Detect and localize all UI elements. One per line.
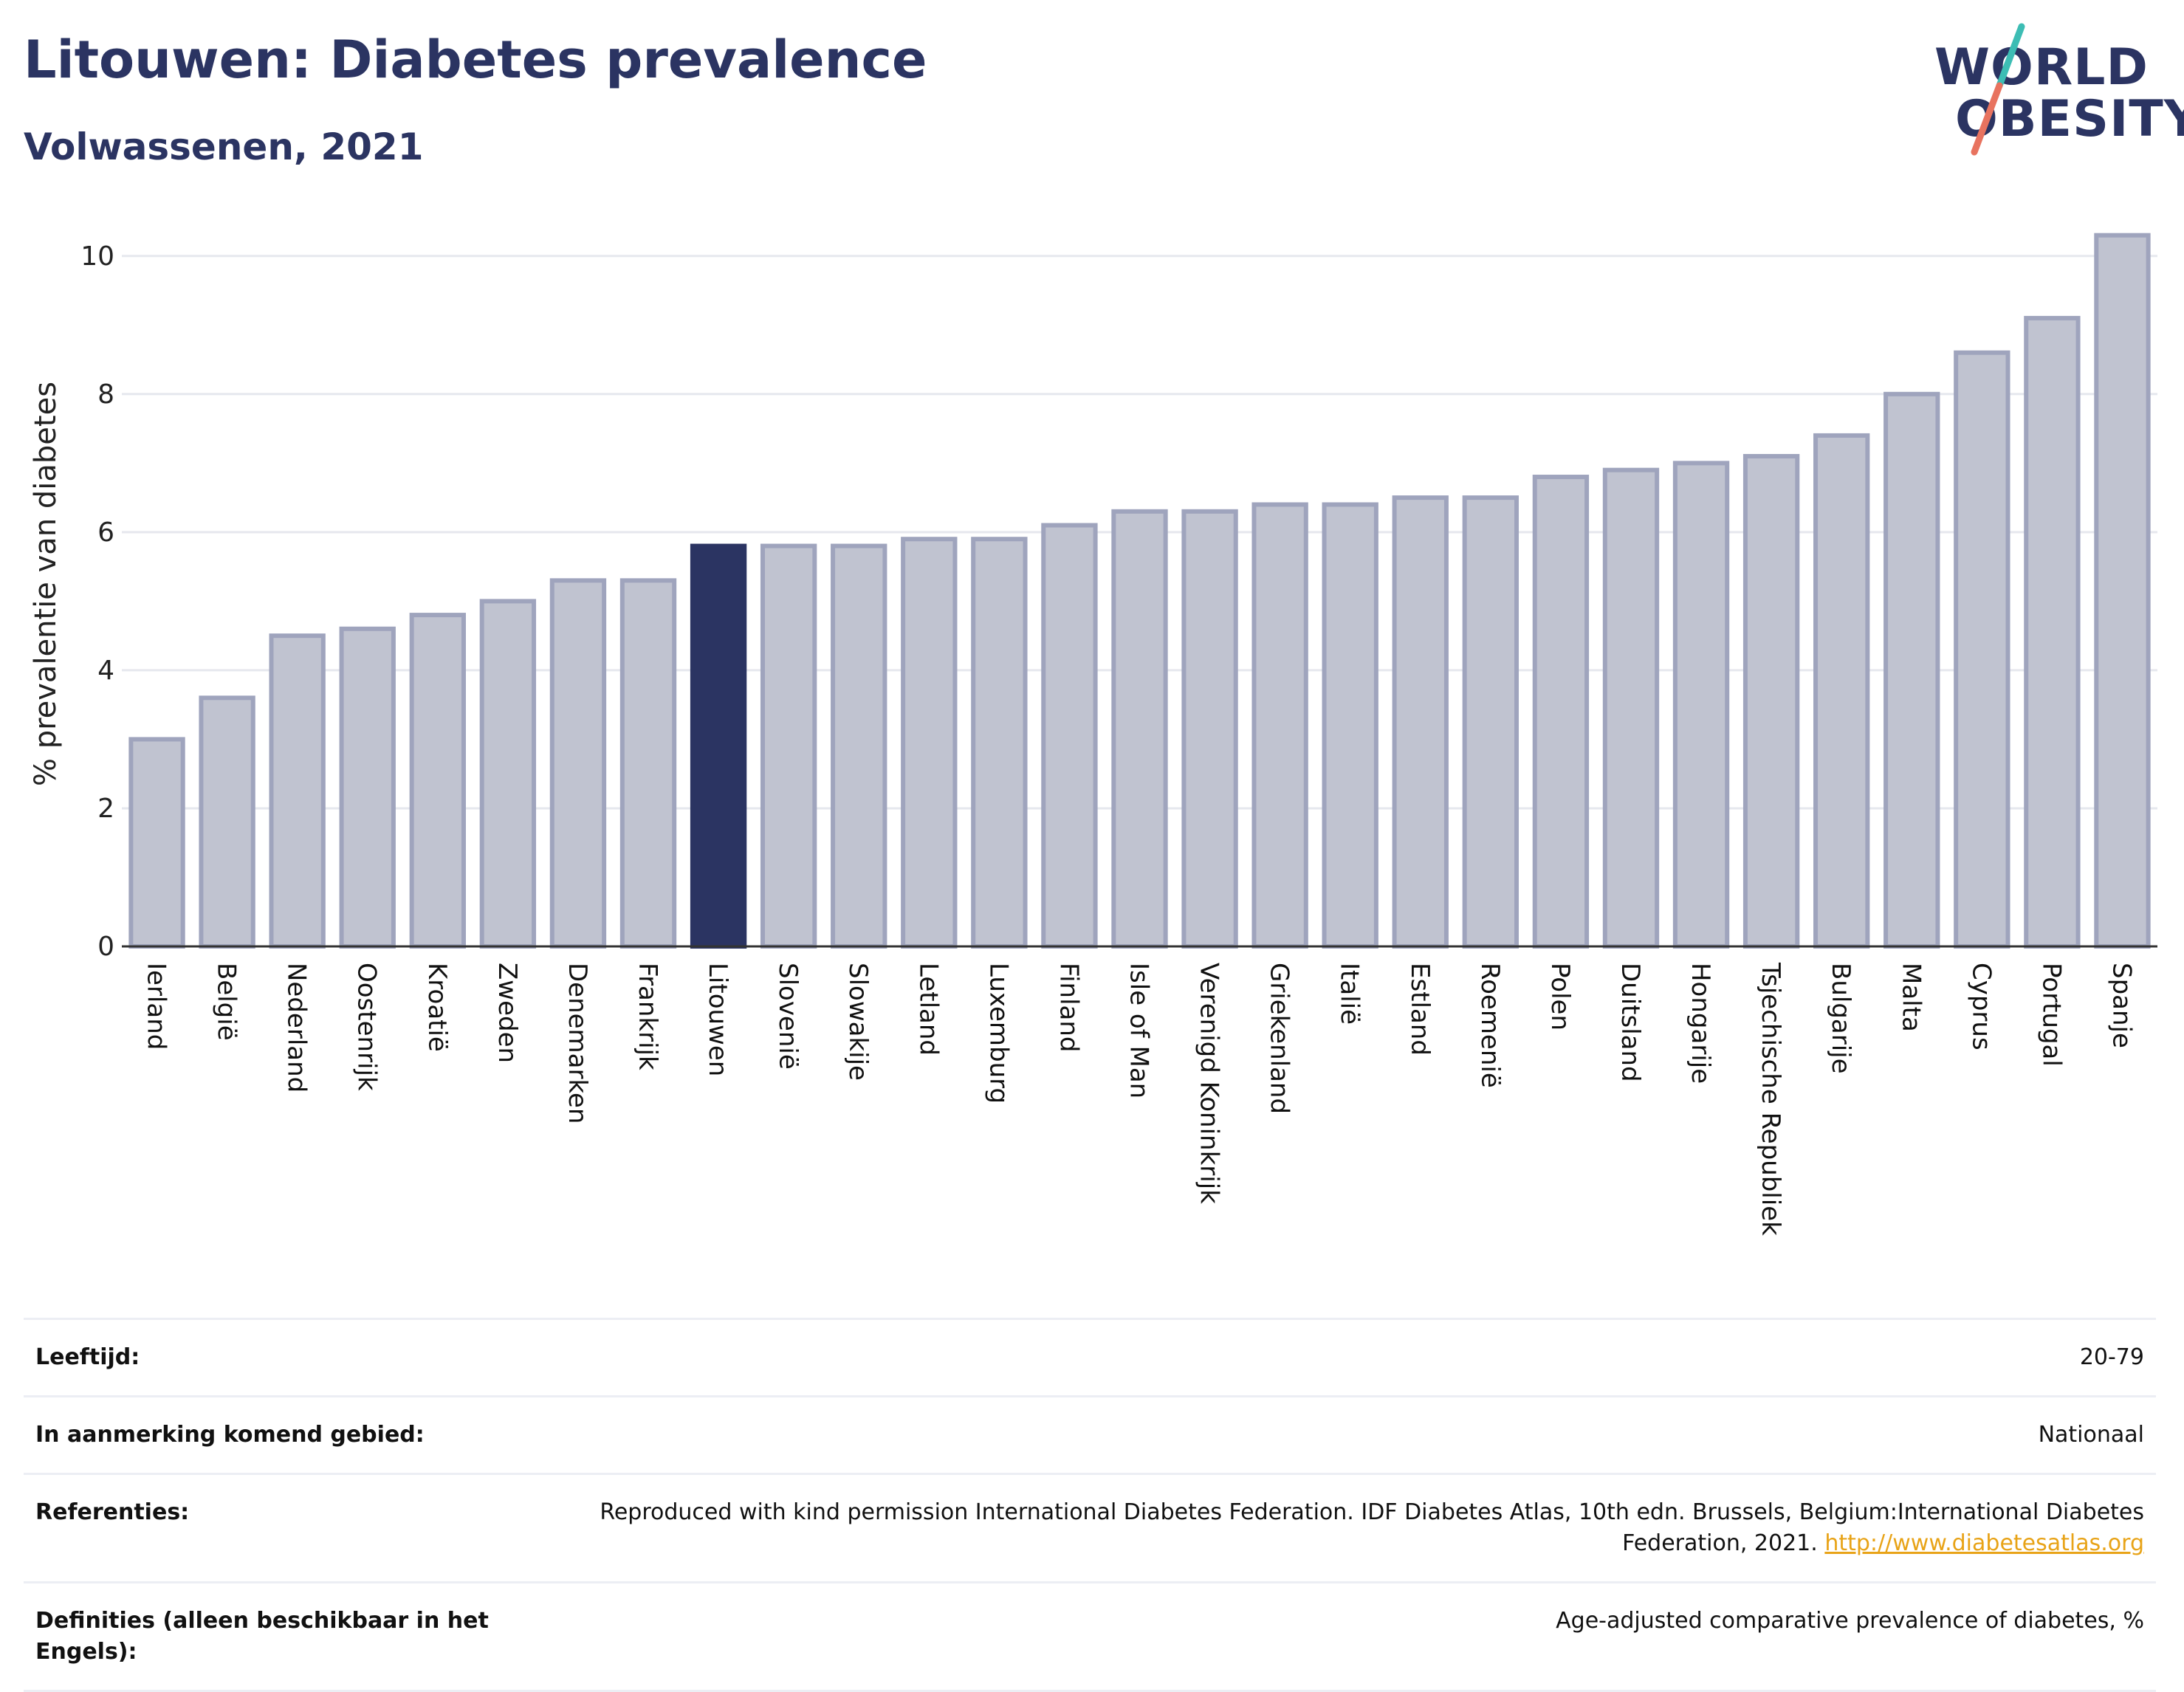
x-tick-label: Cyprus: [1966, 963, 1996, 1050]
logo-slash-icon: [1971, 23, 2025, 156]
y-tick-label: 0: [97, 932, 114, 962]
y-tick-label: 4: [97, 656, 114, 686]
bar: [1742, 453, 1800, 949]
x-tick-label: Polen: [1545, 963, 1575, 1031]
y-tick-labels: 0 2 4 6 8 10: [80, 241, 114, 962]
bar: [1181, 509, 1238, 949]
bar: [1392, 495, 1449, 949]
x-tick-label: Frankrijk: [633, 963, 662, 1070]
bar: [1251, 502, 1308, 949]
bar: [971, 537, 1028, 949]
references-link[interactable]: http://www.diabetesatlas.org: [1824, 1530, 2144, 1556]
references-label: Referenties:: [35, 1499, 190, 1525]
bar: [1602, 467, 1660, 949]
world-obesity-logo: WORLD OBESITY: [1920, 22, 2184, 162]
bars: [128, 233, 2151, 949]
y-axis-title: % prevalentie van diabetes: [29, 382, 63, 786]
x-tick-label: Verenigd Koninkrijk: [1195, 963, 1224, 1204]
y-tick-label: 2: [97, 794, 114, 824]
bar: [1532, 475, 1590, 949]
info-table: Leeftijd: 20-79 In aanmerking komend geb…: [24, 1318, 2156, 1692]
bar: [549, 578, 607, 949]
references-text: Reproduced with kind permission Internat…: [600, 1499, 2144, 1556]
x-tick-label: Bulgarije: [1826, 963, 1855, 1074]
info-row-age: Leeftijd: 20-79: [24, 1318, 2156, 1395]
bar: [199, 695, 255, 949]
page-title: Litouwen: Diabetes prevalence: [24, 30, 927, 90]
area-label: In aanmerking komend gebied:: [35, 1422, 425, 1448]
bar: [1041, 523, 1098, 949]
age-value: 20-79: [2079, 1344, 2144, 1370]
bar: [1672, 461, 1730, 949]
definitions-label: Definities (alleen beschikbaar in het En…: [35, 1608, 489, 1665]
category-labels: Ierland België Nederland Oostenrijk Kroatië Z…: [142, 962, 2137, 1236]
x-tick-label: Duitsland: [1615, 963, 1645, 1082]
bar: [128, 737, 185, 949]
x-tick-label: België: [212, 963, 241, 1041]
y-tick-label: 10: [80, 241, 114, 272]
x-tick-label: Finland: [1054, 963, 1083, 1053]
x-tick-label: Isle of Man: [1124, 963, 1154, 1098]
info-row-area: In aanmerking komend gebied: Nationaal: [24, 1395, 2156, 1473]
bar: [409, 613, 466, 949]
bar: [1954, 350, 2010, 949]
bar: [619, 578, 677, 949]
bar: [831, 543, 887, 949]
x-tick-label: Portugal: [2036, 963, 2066, 1067]
x-tick-label: Luxemburg: [983, 963, 1013, 1104]
x-tick-label: Denemarken: [563, 963, 592, 1124]
bar: [1883, 391, 1940, 949]
bar: [269, 633, 326, 949]
bar: [339, 626, 396, 949]
area-value: Nationaal: [2038, 1422, 2144, 1448]
x-tick-label: Estland: [1405, 963, 1435, 1056]
x-tick-label: Slowakije: [843, 963, 873, 1081]
info-row-references: Referenties: Reproduced with kind permis…: [24, 1473, 2156, 1581]
references-value: Reproduced with kind permission Internat…: [535, 1497, 2144, 1559]
x-tick-label: Hongarije: [1686, 963, 1715, 1084]
logo-text-world: WORLD: [1934, 38, 2149, 97]
x-tick-label: Zweden: [492, 963, 522, 1063]
bar: [1462, 495, 1519, 949]
x-tick-label: Letland: [913, 963, 943, 1056]
x-tick-label: Kroatië: [422, 963, 452, 1052]
x-tick-label: Malta: [1896, 963, 1926, 1032]
x-tick-label: Griekenland: [1265, 963, 1294, 1114]
x-tick-label: Italië: [1335, 963, 1364, 1025]
x-tick-label: Ierland: [142, 963, 171, 1050]
bar-highlight: [690, 543, 747, 949]
x-tick-label: Litouwen: [703, 963, 732, 1076]
bar: [2024, 315, 2081, 949]
bar: [760, 543, 817, 949]
x-tick-label: Nederland: [282, 963, 312, 1093]
bar: [2094, 233, 2151, 949]
bar: [1813, 433, 1870, 949]
bar: [901, 537, 958, 949]
bar: [1111, 509, 1168, 949]
definitions-value: Age-adjusted comparative prevalence of d…: [1556, 1608, 2144, 1634]
x-tick-label: Slovenië: [773, 963, 803, 1070]
y-tick-label: 6: [97, 517, 114, 548]
bar-chart: 0 2 4 6 8 10 Ierland België Nederland Oostenrijk…: [29, 233, 2157, 1236]
page-subtitle: Volwassenen, 2021: [24, 125, 424, 168]
x-tick-label: Spanje: [2106, 963, 2136, 1048]
bar: [1322, 502, 1378, 949]
bar: [479, 599, 537, 949]
x-tick-label: Roemenië: [1475, 963, 1505, 1088]
age-label: Leeftijd:: [35, 1344, 140, 1370]
x-tick-label: Oostenrijk: [352, 963, 382, 1091]
y-tick-label: 8: [97, 379, 114, 410]
x-tick-label: Tsjechische Republiek: [1756, 962, 1785, 1236]
info-row-definitions: Definities (alleen beschikbaar in het En…: [24, 1581, 2156, 1692]
